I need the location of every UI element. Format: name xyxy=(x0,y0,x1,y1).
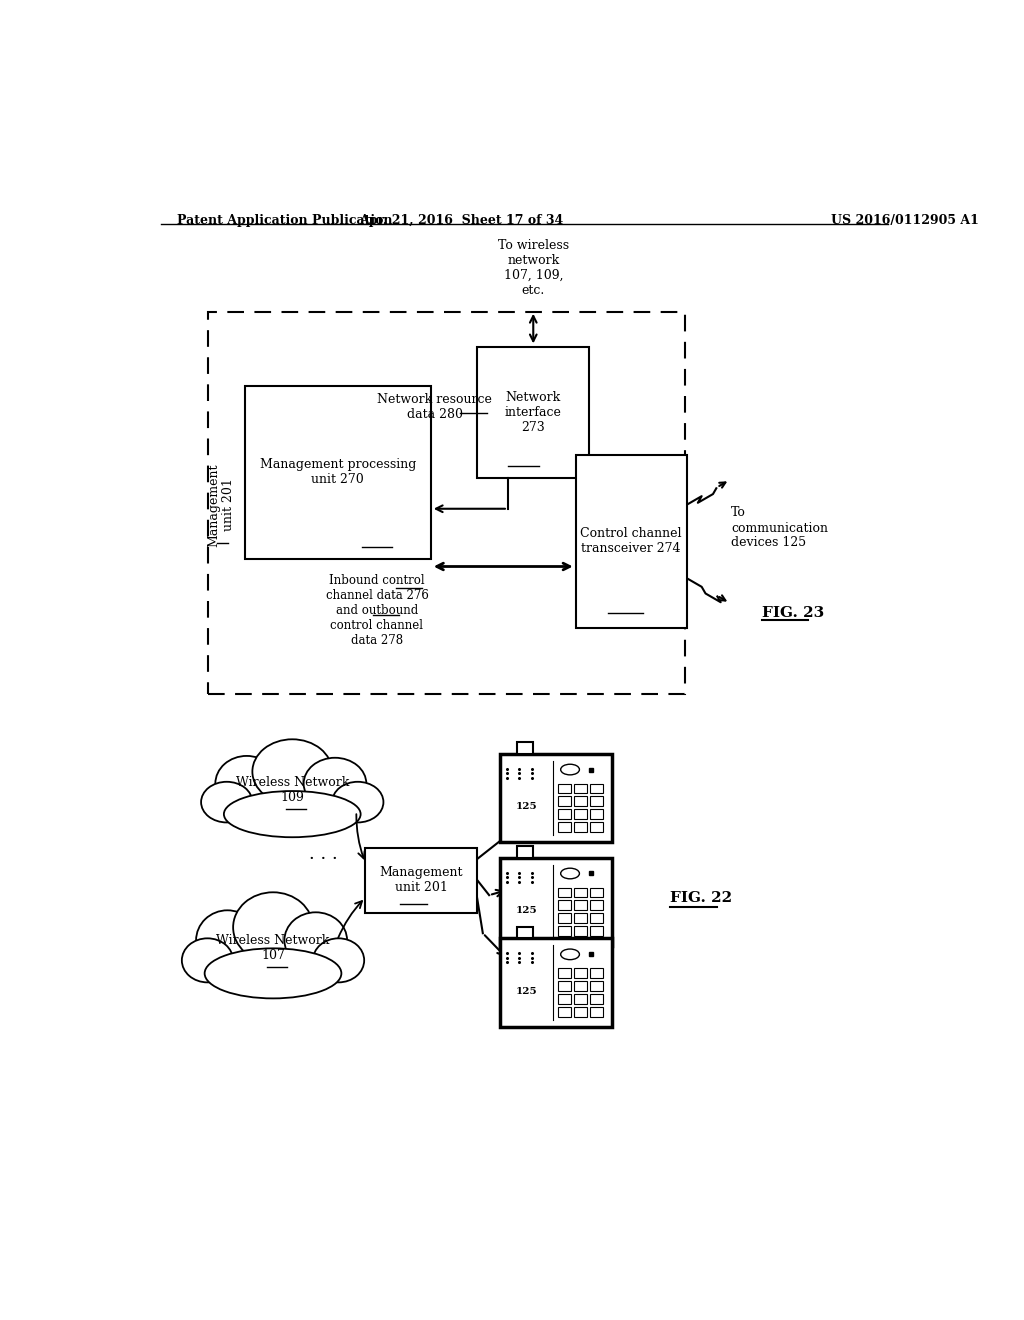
Text: Management
unit 201: Management unit 201 xyxy=(208,463,236,546)
Bar xyxy=(500,754,611,842)
Bar xyxy=(500,939,611,1027)
Bar xyxy=(574,913,587,923)
Text: US 2016/0112905 A1: US 2016/0112905 A1 xyxy=(831,214,979,227)
Ellipse shape xyxy=(215,756,278,812)
Bar xyxy=(574,994,587,1003)
Ellipse shape xyxy=(561,949,580,960)
Text: Management
unit 201: Management unit 201 xyxy=(380,866,463,894)
Bar xyxy=(574,981,587,991)
Ellipse shape xyxy=(313,939,365,982)
Text: Apr. 21, 2016  Sheet 17 of 34: Apr. 21, 2016 Sheet 17 of 34 xyxy=(359,214,564,227)
Ellipse shape xyxy=(561,869,580,879)
Bar xyxy=(574,796,587,807)
Text: 125: 125 xyxy=(516,803,538,812)
Ellipse shape xyxy=(304,758,367,809)
Text: Wireless Network
107: Wireless Network 107 xyxy=(216,933,330,962)
Ellipse shape xyxy=(182,939,233,982)
Bar xyxy=(208,313,685,693)
Text: Patent Application Publication: Patent Application Publication xyxy=(177,214,392,227)
Bar xyxy=(517,846,532,858)
Bar xyxy=(500,858,611,946)
Text: · · ·: · · · xyxy=(308,850,338,869)
Bar xyxy=(558,1007,570,1016)
Text: FIG. 22: FIG. 22 xyxy=(670,891,732,904)
Bar xyxy=(366,847,477,913)
Ellipse shape xyxy=(196,911,259,970)
Ellipse shape xyxy=(205,948,341,998)
Bar xyxy=(575,455,686,628)
Text: Control channel
transceiver 274: Control channel transceiver 274 xyxy=(581,528,682,556)
Bar xyxy=(558,994,570,1003)
Text: To wireless
network
107, 109,
etc.: To wireless network 107, 109, etc. xyxy=(498,239,569,297)
Bar xyxy=(591,900,603,909)
Bar xyxy=(574,809,587,818)
Text: Network
interface
273: Network interface 273 xyxy=(505,391,561,434)
Ellipse shape xyxy=(252,739,332,804)
Bar xyxy=(591,809,603,818)
Bar xyxy=(591,994,603,1003)
Bar xyxy=(591,913,603,923)
Bar xyxy=(558,887,570,898)
Bar xyxy=(558,900,570,909)
Bar xyxy=(574,784,587,793)
Bar xyxy=(517,927,532,939)
Ellipse shape xyxy=(224,791,360,837)
Bar xyxy=(558,981,570,991)
Text: Management processing
unit 270: Management processing unit 270 xyxy=(259,458,416,486)
Ellipse shape xyxy=(561,764,580,775)
Bar xyxy=(517,742,532,754)
Text: Wireless Network
109: Wireless Network 109 xyxy=(236,776,349,804)
Text: Inbound control
channel data 276
and outbound
control channel
data 278: Inbound control channel data 276 and out… xyxy=(326,574,428,647)
Bar xyxy=(558,809,570,818)
Ellipse shape xyxy=(202,920,344,990)
Bar xyxy=(591,887,603,898)
Bar xyxy=(591,981,603,991)
Bar xyxy=(574,927,587,936)
Bar xyxy=(591,822,603,832)
Bar xyxy=(591,927,603,936)
Bar xyxy=(574,969,587,978)
Bar xyxy=(558,822,570,832)
Bar xyxy=(558,913,570,923)
Ellipse shape xyxy=(201,781,252,822)
Ellipse shape xyxy=(285,912,347,969)
Bar xyxy=(591,1007,603,1016)
Ellipse shape xyxy=(233,892,313,962)
Ellipse shape xyxy=(221,766,364,830)
Bar xyxy=(574,900,587,909)
Bar xyxy=(574,1007,587,1016)
Bar xyxy=(574,822,587,832)
Bar xyxy=(477,347,589,478)
Bar xyxy=(558,927,570,936)
Bar xyxy=(591,796,603,807)
Text: 125: 125 xyxy=(516,987,538,997)
Text: To
communication
devices 125: To communication devices 125 xyxy=(731,507,828,549)
Bar xyxy=(558,784,570,793)
Text: Network resource
data 280: Network resource data 280 xyxy=(377,393,493,421)
Bar xyxy=(591,784,603,793)
Bar xyxy=(558,796,570,807)
Bar xyxy=(245,385,431,558)
Bar xyxy=(558,969,570,978)
Text: 125: 125 xyxy=(516,907,538,915)
Text: FIG. 23: FIG. 23 xyxy=(762,606,824,619)
Ellipse shape xyxy=(332,781,383,822)
Bar xyxy=(574,887,587,898)
Bar xyxy=(591,969,603,978)
